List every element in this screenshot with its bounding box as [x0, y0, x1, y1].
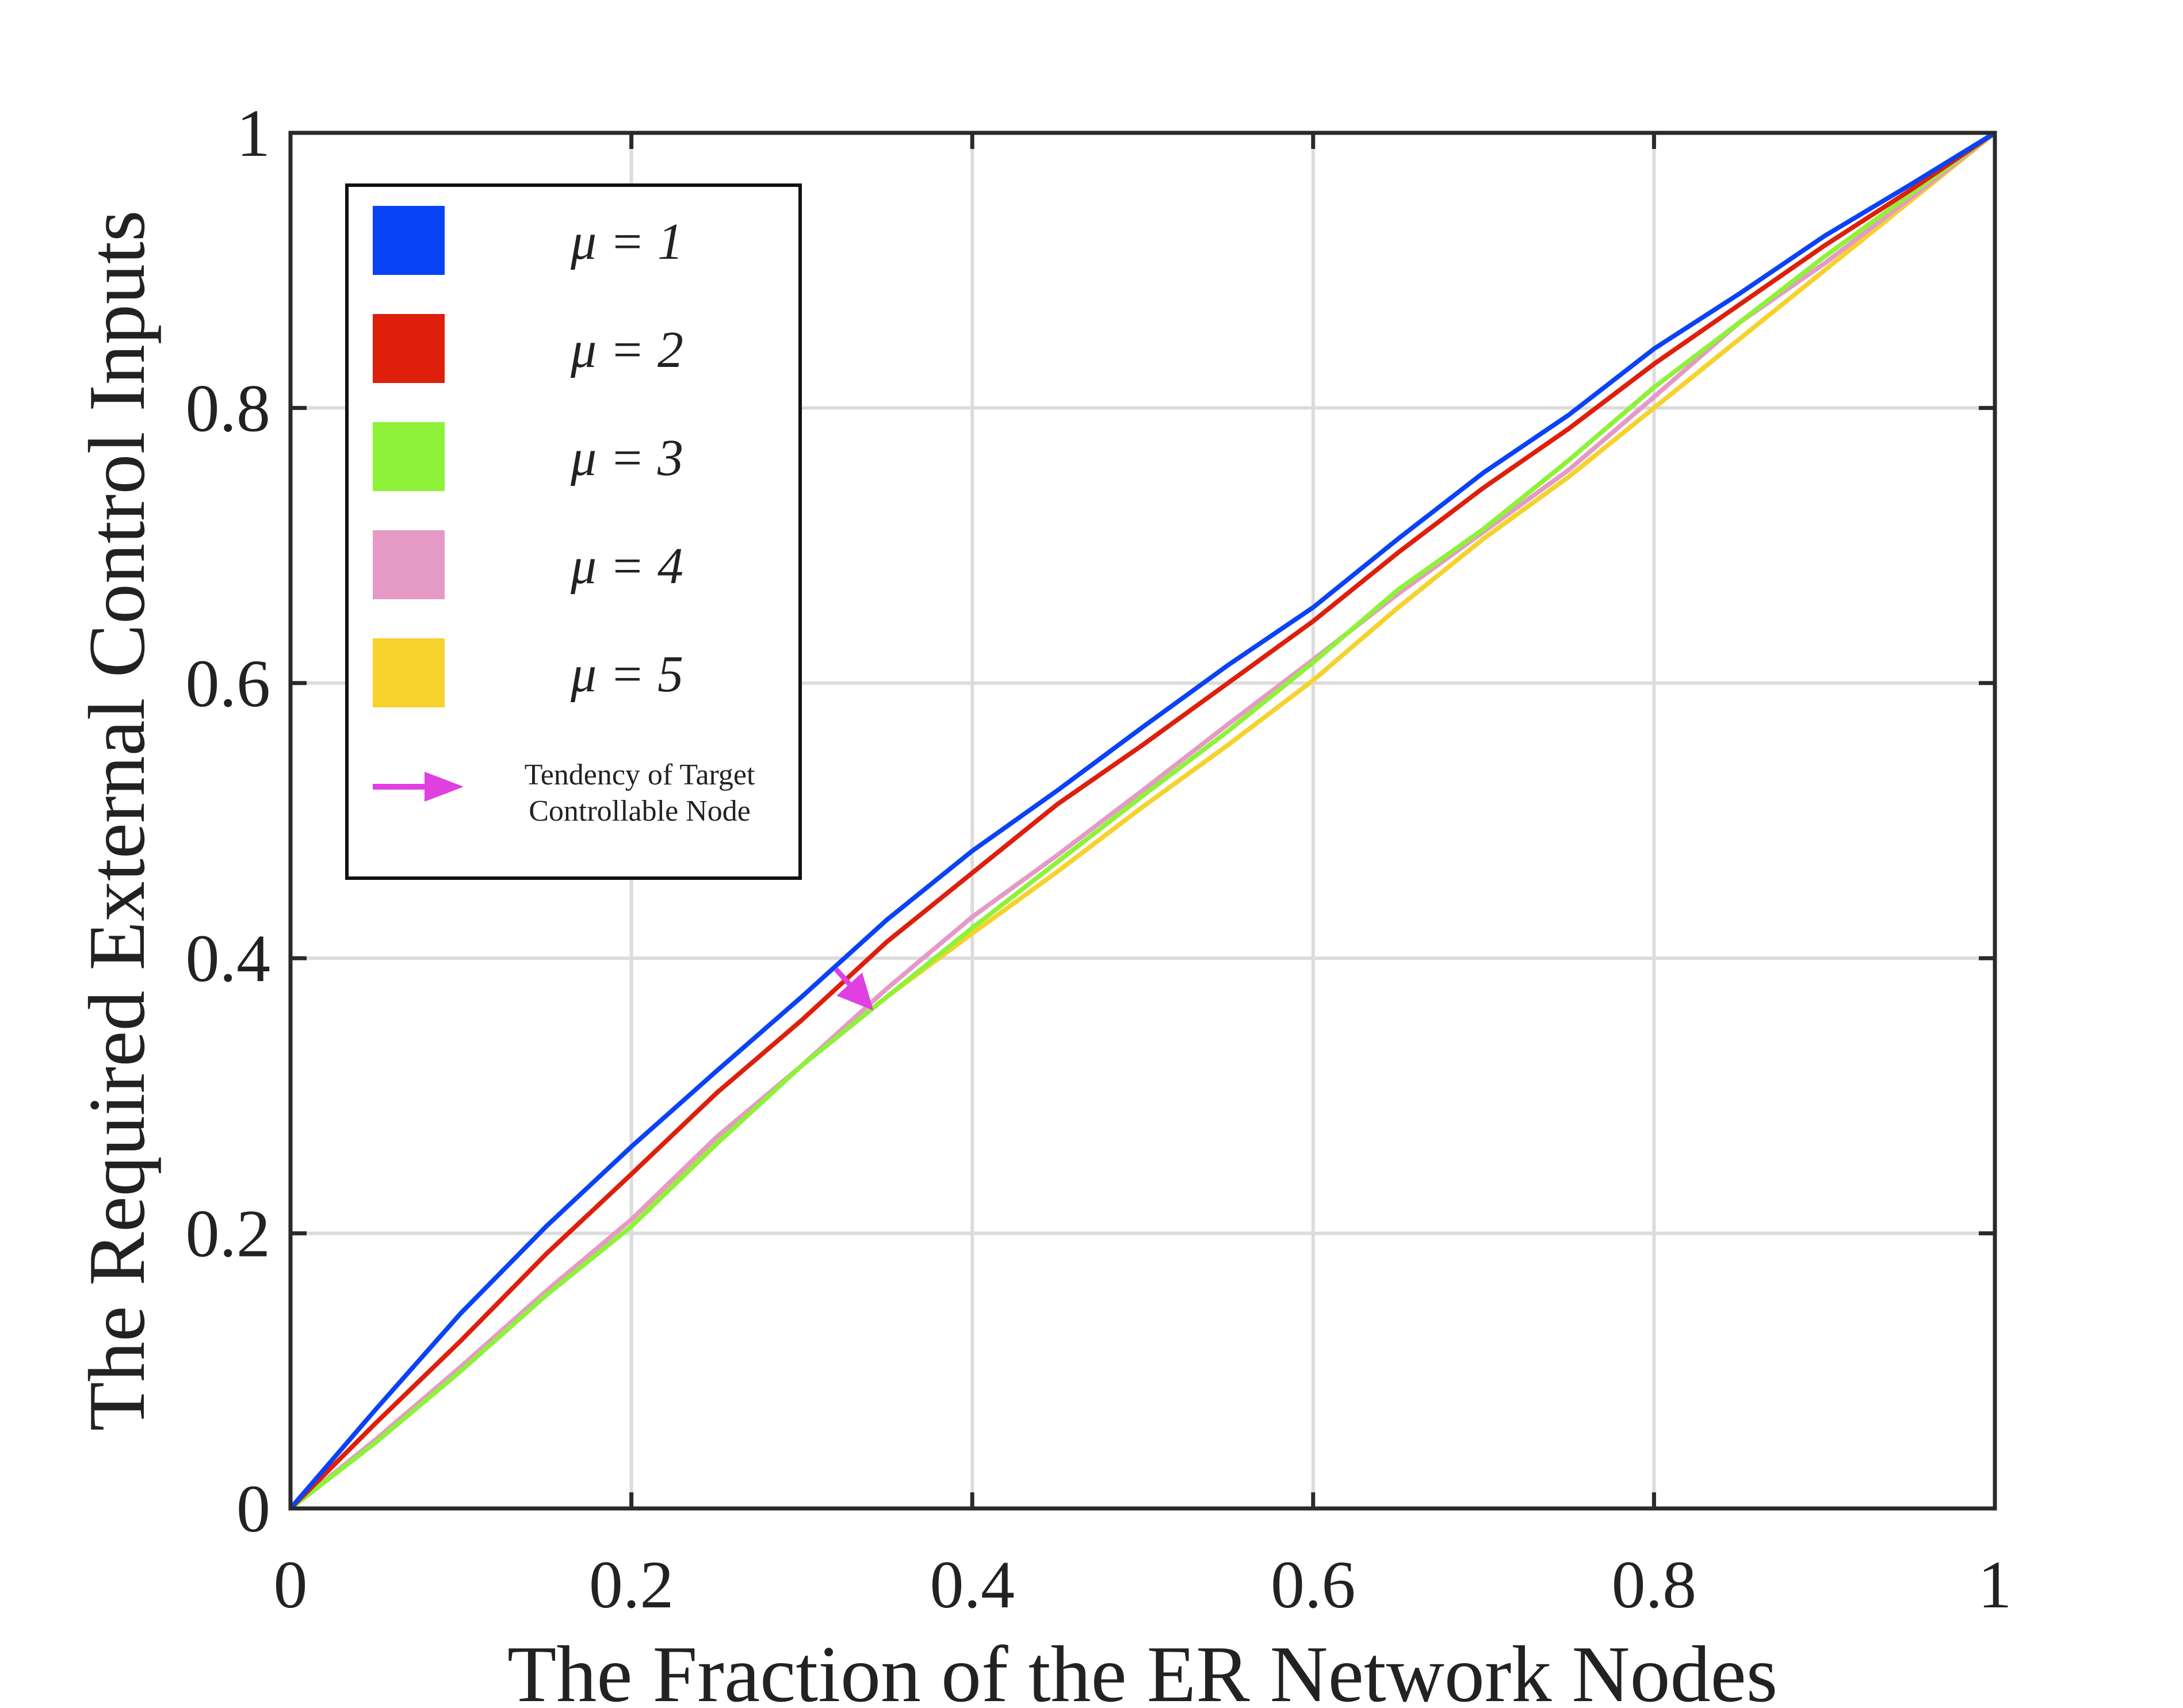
series-line — [290, 133, 1995, 1508]
series-line — [290, 133, 1995, 1508]
legend-annotation-line-2: Controllable Node — [529, 795, 751, 828]
y-tick-label: 0 — [236, 1471, 270, 1546]
legend-annotation-line-1: Tendency of Target — [525, 759, 755, 791]
annotation — [834, 967, 874, 1011]
series-lines — [290, 133, 1995, 1508]
legend-label: μ = 1 — [570, 213, 683, 270]
y-axis-title: The Required External Control Inputs — [72, 210, 162, 1431]
x-tick-label: 0 — [274, 1547, 308, 1622]
series-line — [290, 133, 1995, 1508]
axis-ticks — [288, 131, 1997, 1511]
legend: μ = 1 μ = 2 μ = 3 μ = 4 μ = 5 Tendency of Ta… — [345, 183, 802, 880]
y-tick-label: 0.2 — [186, 1196, 271, 1272]
series-line — [290, 133, 1995, 1508]
legend-label: μ = 2 — [570, 321, 683, 378]
x-tick-label: 0.8 — [1612, 1547, 1697, 1622]
y-tick-label: 0.6 — [186, 646, 271, 721]
legend-swatch — [373, 314, 445, 383]
legend-label: μ = 4 — [570, 538, 683, 595]
legend-label: μ = 3 — [570, 430, 683, 487]
x-tick-label: 0.2 — [589, 1547, 674, 1622]
legend-swatch — [373, 422, 445, 491]
x-tick-label: 1 — [1978, 1547, 2012, 1622]
x-tick-label: 0.6 — [1271, 1547, 1356, 1622]
legend-arrow-head-icon — [425, 772, 464, 802]
tick-labels: 0 0.2 0.4 0.6 0.8 1 0 0.2 0.4 0.6 0.8 1 — [186, 95, 2012, 1622]
legend-swatch — [373, 206, 445, 275]
legend-swatch — [373, 638, 445, 707]
plot-frame — [288, 131, 1997, 1511]
annotation-arrow-head-icon — [836, 972, 874, 1011]
legend-label: μ = 5 — [570, 646, 683, 703]
annotation-arrow-shaft — [834, 967, 851, 986]
x-axis-title: The Fraction of the ER Network Nodes — [507, 1630, 1777, 1708]
x-tick-label: 0.4 — [930, 1547, 1015, 1622]
y-tick-label: 0.8 — [186, 370, 271, 446]
legend-swatch — [373, 530, 445, 599]
y-tick-label: 1 — [236, 95, 270, 171]
y-tick-label: 0.4 — [186, 921, 271, 996]
